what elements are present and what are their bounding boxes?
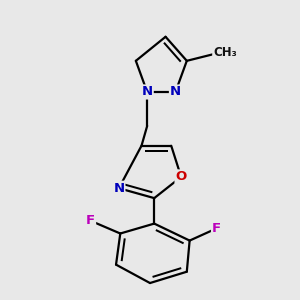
- Text: N: N: [113, 182, 124, 195]
- Text: N: N: [170, 85, 181, 98]
- Text: F: F: [86, 214, 95, 227]
- Text: O: O: [176, 170, 187, 183]
- Text: CH₃: CH₃: [213, 46, 237, 59]
- Text: N: N: [142, 85, 153, 98]
- Text: F: F: [212, 222, 221, 235]
